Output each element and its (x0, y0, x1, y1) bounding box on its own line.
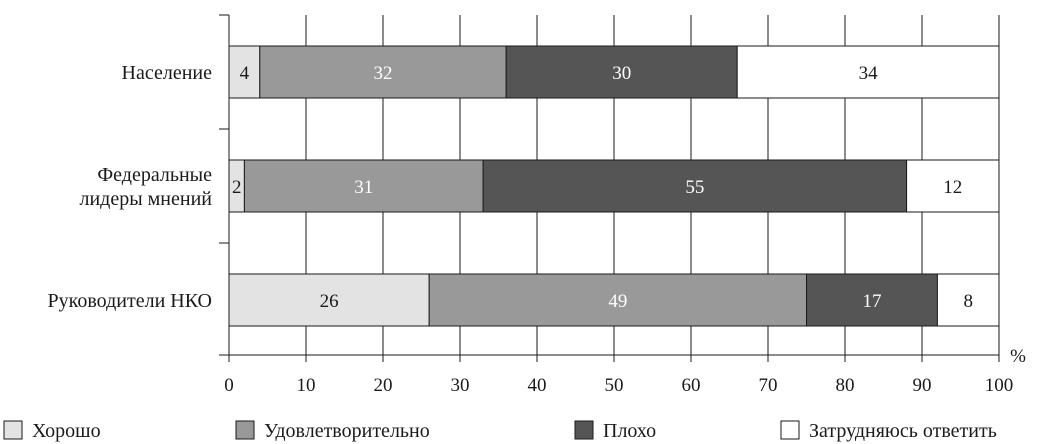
data-label: 31 (354, 177, 373, 198)
data-label: 32 (374, 63, 393, 84)
x-tick-label: 60 (682, 375, 701, 396)
data-label: 34 (859, 63, 879, 84)
axes (219, 14, 1000, 362)
legend-label: Удовлетворительно (264, 420, 430, 442)
legend-label: Хорошо (32, 420, 101, 442)
legend-label: Затрудняюсь ответить (809, 420, 997, 442)
category-label: Руководители НКО (48, 290, 212, 312)
x-tick-label: 50 (605, 375, 624, 396)
x-axis-label: % (1010, 346, 1026, 367)
legend-swatch (780, 420, 800, 440)
bar-segment (906, 159, 1000, 213)
x-tick-label: 0 (224, 375, 234, 396)
bars (228, 45, 1000, 327)
bar-segment (806, 273, 938, 327)
data-label: 2 (232, 177, 242, 198)
bar-segment (259, 45, 507, 99)
bar-segment (482, 159, 908, 213)
legend: Хорошо Удовлетворительно Плохо Затрудняюсь … (3, 420, 997, 442)
bar-segment (243, 159, 484, 213)
bar-segment (505, 45, 738, 99)
labels: 4 32 30 34 Население 2 31 55 12 Федеральные лидеры… (48, 62, 1014, 396)
x-tick-label: 90 (913, 375, 932, 396)
category-label: Федеральные лидеры мнений (79, 164, 212, 210)
legend-swatch (235, 420, 255, 440)
x-tick-label: 80 (836, 375, 855, 396)
data-label: 8 (963, 291, 973, 312)
data-label: 49 (608, 291, 627, 312)
x-tick-label: 20 (374, 375, 393, 396)
data-label: 30 (612, 63, 631, 84)
bar-segment (736, 45, 1000, 99)
x-tick-label: 30 (451, 375, 470, 396)
bar-segment (936, 273, 1000, 327)
x-tick-label: 70 (759, 375, 778, 396)
data-label: 17 (862, 291, 881, 312)
legend-swatch (574, 420, 594, 440)
data-label: 4 (240, 63, 250, 84)
data-label: 26 (320, 291, 339, 312)
legend-swatch (3, 420, 23, 440)
data-label: 12 (943, 177, 962, 198)
data-label: 55 (685, 177, 704, 198)
legend-label: Плохо (603, 420, 656, 442)
bar-segment (428, 273, 807, 327)
x-tick-label: 10 (297, 375, 316, 396)
x-tick-label: 100 (985, 375, 1014, 396)
x-tick-label: 40 (528, 375, 547, 396)
category-label: Население (122, 62, 213, 84)
